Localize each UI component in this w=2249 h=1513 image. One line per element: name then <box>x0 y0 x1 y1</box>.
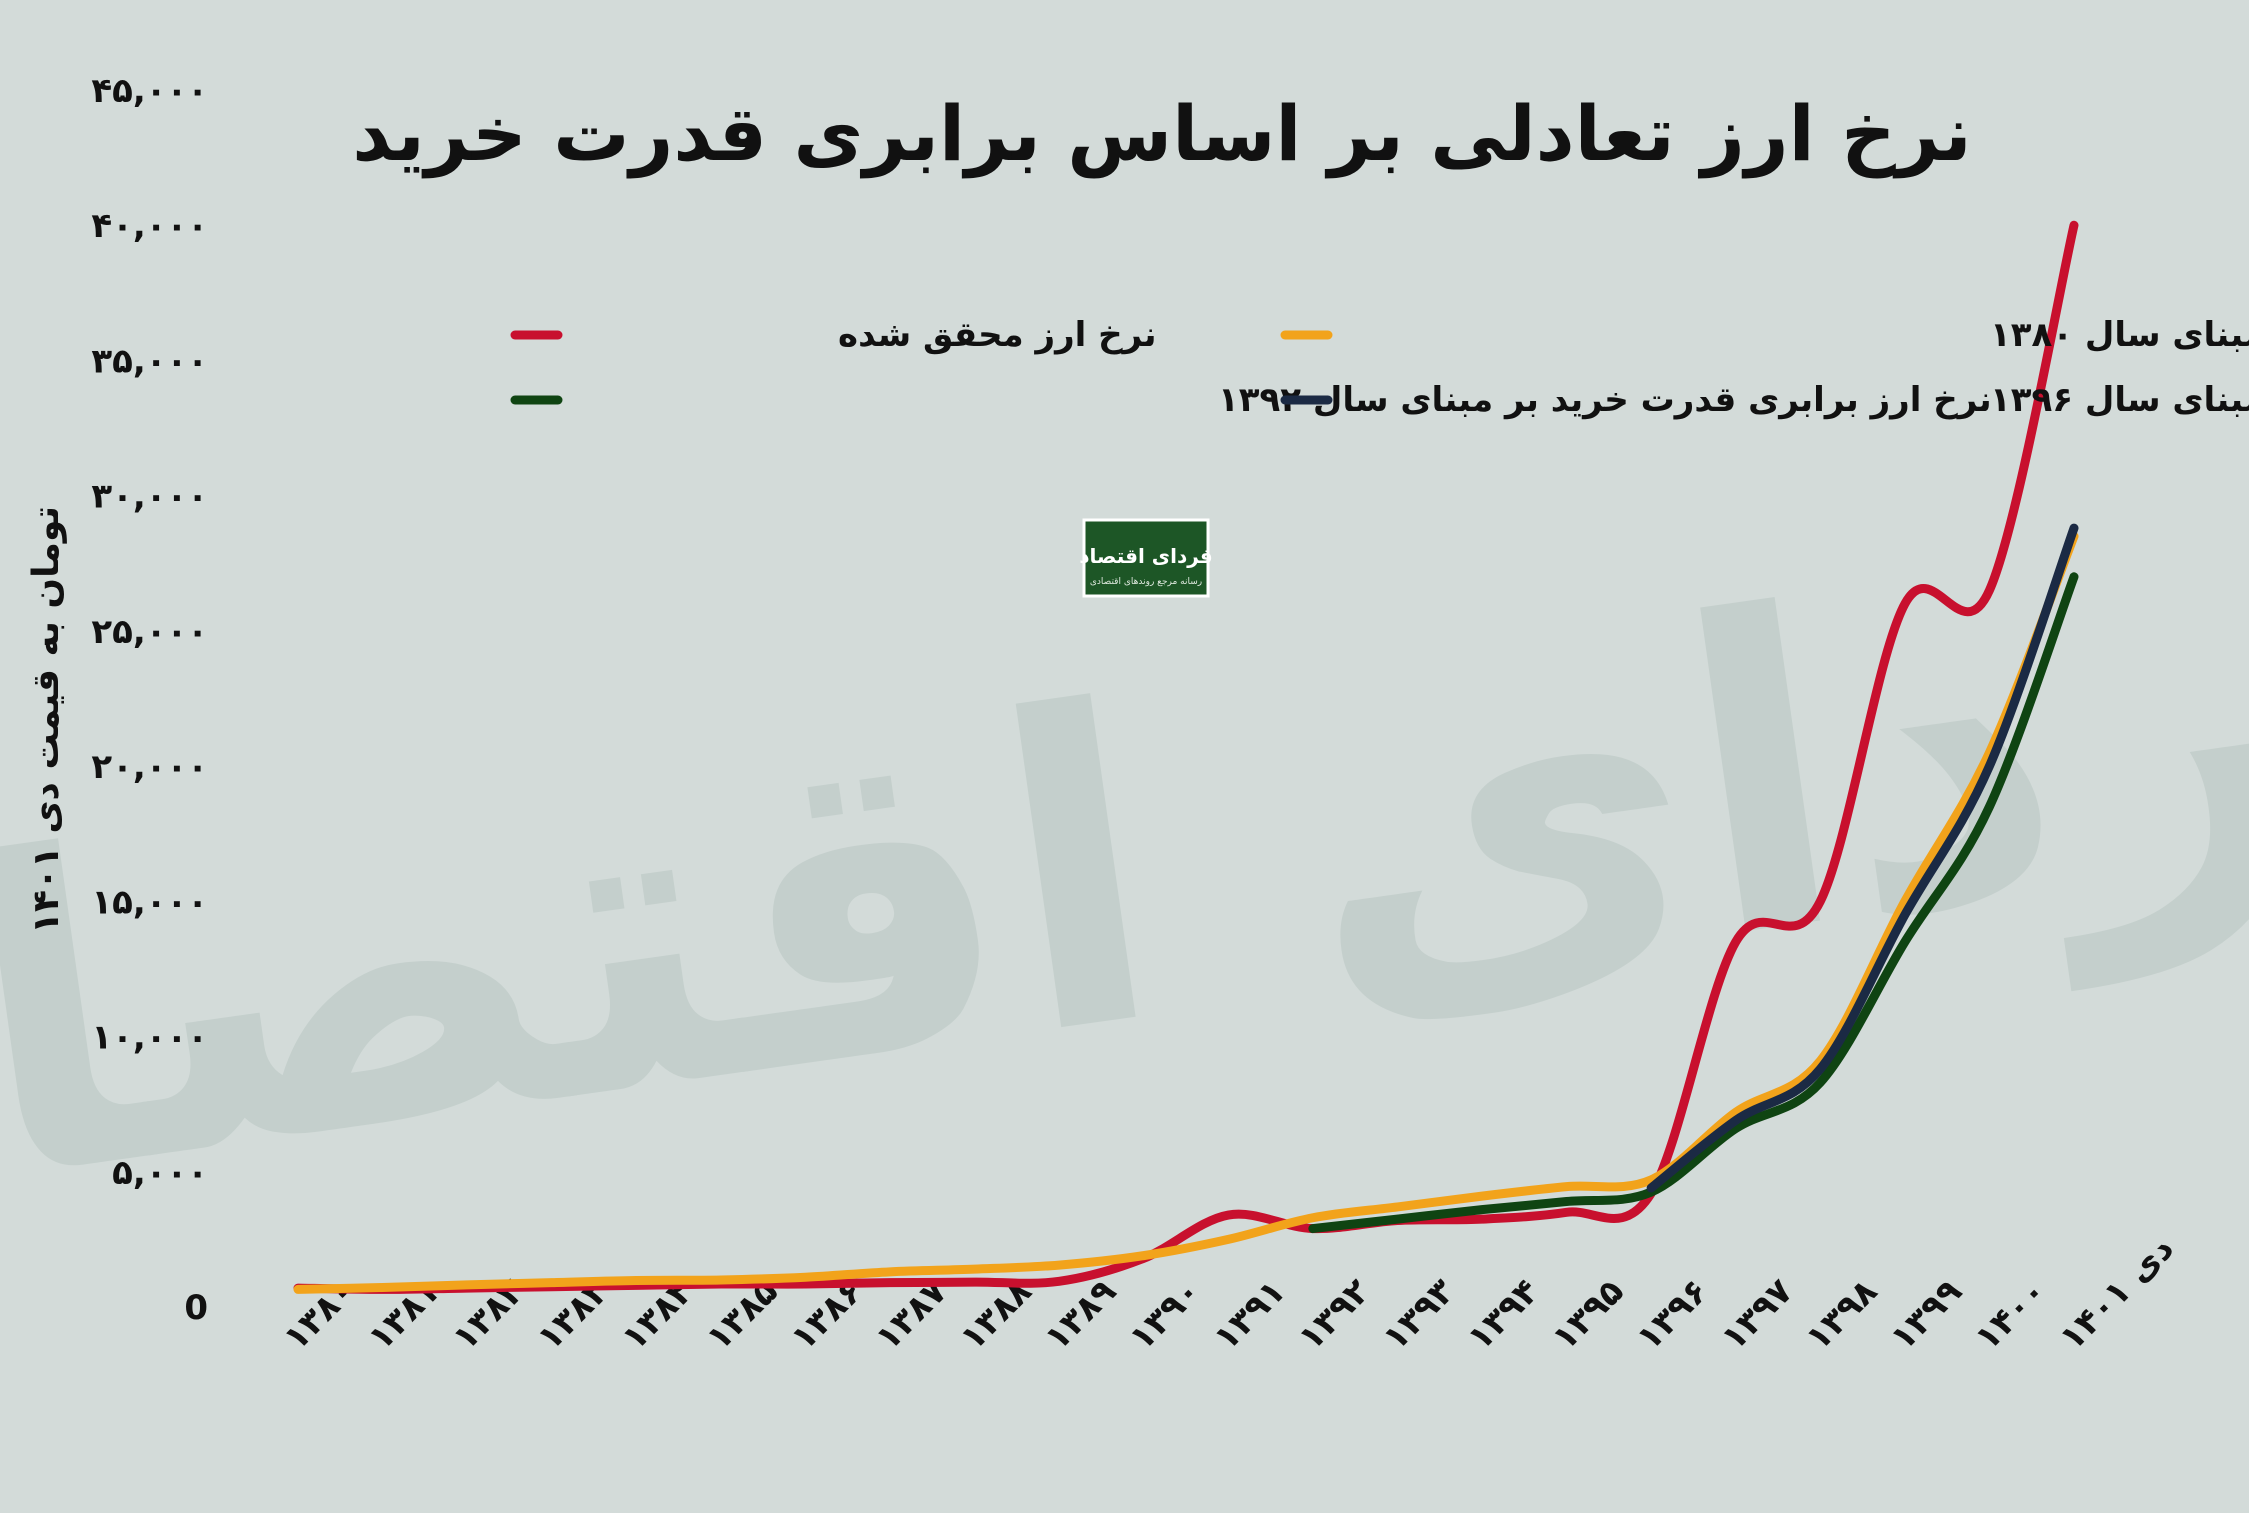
legend-item-base1396: نرخ ارز برابری قدرت خرید بر مبنای سال ۱۳… <box>1280 380 2249 420</box>
y-axis-label: تومان به قیمت دی ۱۴۰۱ <box>26 506 67 934</box>
brand-logo-tagline: رسانه مرجع روندهای اقتصادی <box>1090 577 1202 587</box>
y-tick-label: ۳۰,۰۰۰ <box>91 477 208 517</box>
y-tick-label: ۳۵,۰۰۰ <box>91 341 208 381</box>
brand-logo-box <box>1082 518 1210 598</box>
legend-item-realized: نرخ ارز محقق شده <box>510 315 1157 355</box>
y-tick-label: ۴۰,۰۰۰ <box>91 206 208 246</box>
brand-logo: فردای اقتصاد رسانه مرجع روندهای اقتصادی <box>1079 518 1213 598</box>
series-line-base1396 <box>1646 523 2079 1193</box>
x-tick-label: ۱۴۰۰ <box>1968 1271 2055 1358</box>
brand-logo-text: فردای اقتصاد <box>1079 544 1213 568</box>
x-tick-label: ۱۳۹۷ <box>1714 1271 1801 1358</box>
legend-label-base1392: نرخ ارز برابری قدرت خرید بر مبنای سال ۱۳… <box>1218 380 1992 420</box>
y-axis: 0 ۵,۰۰۰ ۱۰,۰۰۰ ۱۵,۰۰۰ ۲۰,۰۰۰ ۲۵,۰۰۰ ۳۰,۰۰۰ ۳۵,۰… <box>91 71 208 1328</box>
y-tick-label: ۱۵,۰۰۰ <box>91 882 208 922</box>
x-axis: ۱۳۸۰۱۳۸۱۱۳۸۲۱۳۸۳۱۳۸۴۱۳۸۵۱۳۸۶۱۳۸۷۱۳۸۸۱۳۸۹… <box>276 1229 2182 1359</box>
legend-label-realized: نرخ ارز محقق شده <box>838 315 1157 355</box>
y-tick-label: ۴۵,۰۰۰ <box>91 71 208 111</box>
series-line-base1392 <box>1308 572 2079 1234</box>
y-tick-label: ۲۵,۰۰۰ <box>91 612 208 652</box>
legend-item-base1392: نرخ ارز برابری قدرت خرید بر مبنای سال ۱۳… <box>510 380 1992 420</box>
x-tick-label: ۱۳۹۹ <box>1883 1271 1970 1358</box>
series-lines <box>293 220 2079 1294</box>
x-tick-label: ۱۳۹۱ <box>1206 1271 1293 1358</box>
legend-item-base1380: نرخ ارز برابری قدرت خرید بر مبنای سال ۱۳… <box>1280 315 2249 355</box>
x-tick-label: ۱۳۹۵ <box>1545 1271 1632 1358</box>
chart-title: نرخ ارز تعادلی بر اساس برابری قدرت خرید <box>352 89 1971 179</box>
x-tick-label: ۱۳۹۲ <box>1291 1271 1378 1358</box>
y-tick-label: ۵,۰۰۰ <box>112 1153 208 1193</box>
x-tick-label: ۱۳۹۳ <box>1376 1271 1463 1358</box>
x-tick-label: دی ۱۴۰۱ <box>2052 1229 2182 1359</box>
legend-label-base1396: نرخ ارز برابری قدرت خرید بر مبنای سال ۱۳… <box>1990 380 2249 420</box>
series-line-base1380 <box>293 531 2079 1294</box>
x-tick-label: ۱۳۹۰ <box>1122 1271 1209 1358</box>
y-tick-label: ۱۰,۰۰۰ <box>91 1018 208 1058</box>
y-tick-label: ۲۰,۰۰۰ <box>91 747 208 787</box>
y-tick-label: 0 <box>184 1288 208 1328</box>
x-tick-label: ۱۳۹۴ <box>1460 1271 1547 1358</box>
x-tick-label: ۱۳۹۶ <box>1629 1271 1716 1358</box>
x-tick-label: ۱۳۹۸ <box>1798 1271 1885 1358</box>
legend: نرخ ارز محقق شده نرخ ارز برابری قدرت خری… <box>510 315 2249 420</box>
legend-label-base1380: نرخ ارز برابری قدرت خرید بر مبنای سال ۱۳… <box>1990 315 2249 355</box>
